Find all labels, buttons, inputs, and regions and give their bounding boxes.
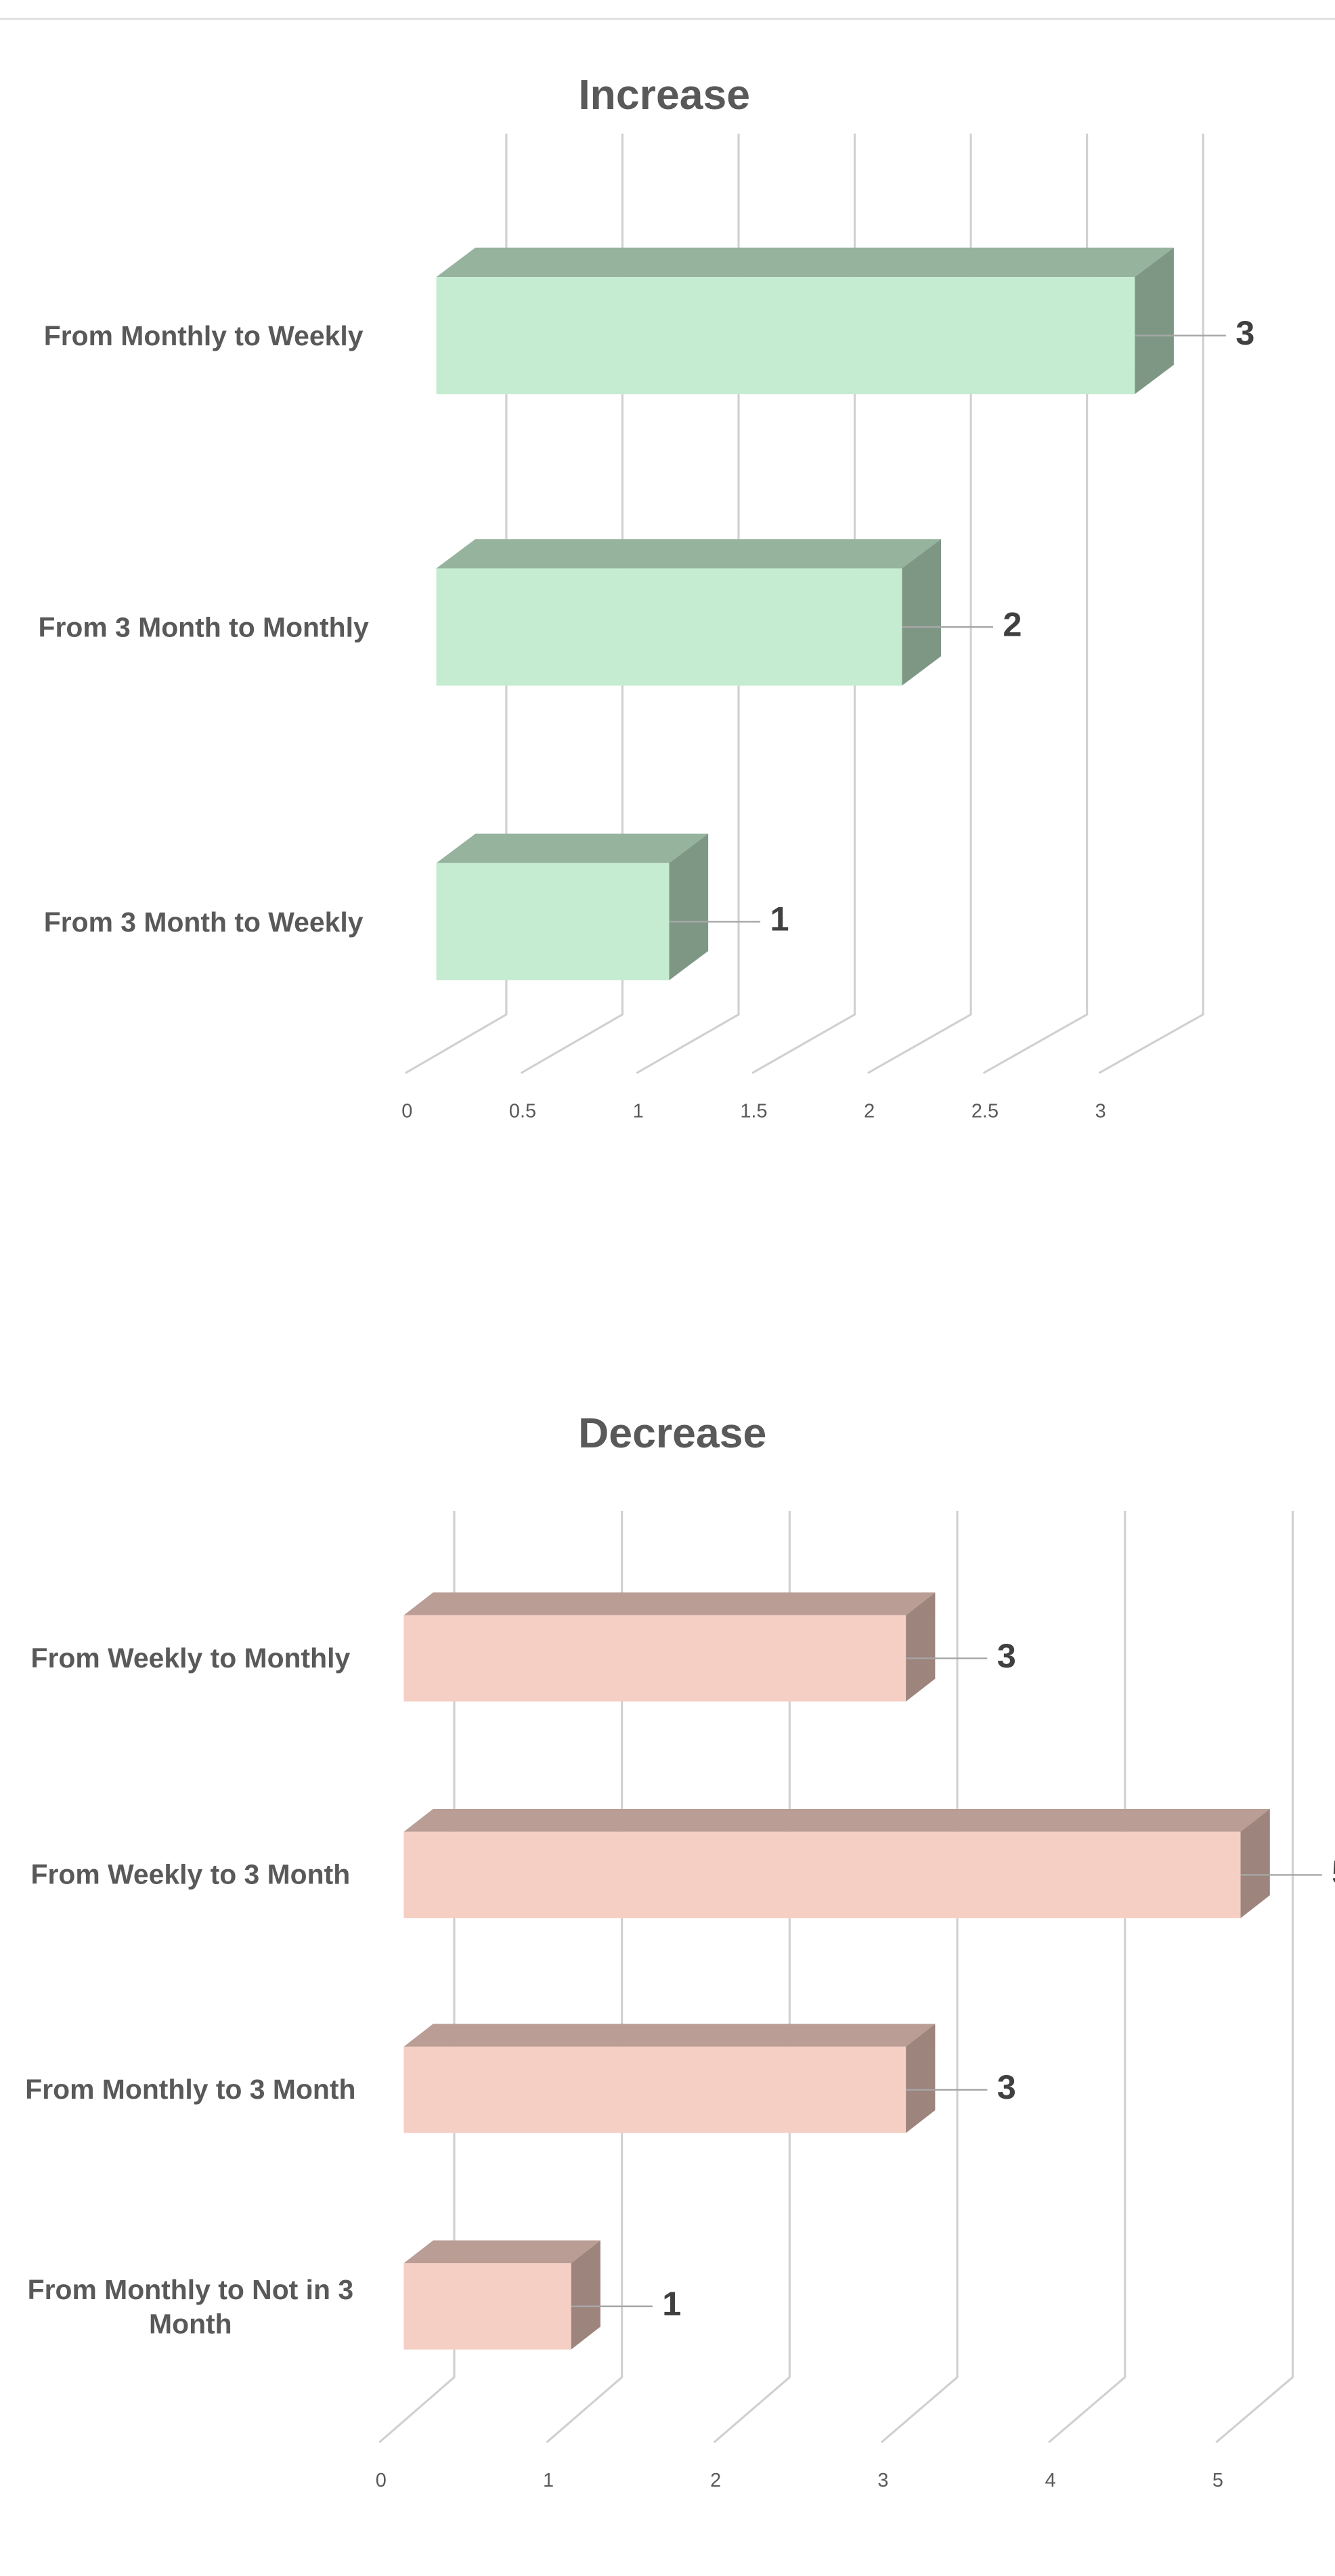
grid-line	[982, 133, 1089, 1074]
bar-top	[403, 1592, 936, 1615]
bar-front	[403, 1831, 1241, 1919]
x-tick-label: 1	[633, 1100, 644, 1122]
grid-line	[636, 133, 740, 1074]
category-label-box: From Monthly to Weekly	[43, 320, 364, 351]
grid-line	[880, 1510, 959, 2443]
category-label-box: From 3 Month to Monthly	[38, 611, 369, 642]
bar-top	[403, 1809, 1270, 1832]
bar-top	[436, 539, 942, 569]
y-tick-label: From Monthly to Not in 3 Month	[27, 2273, 354, 2339]
bar-front	[436, 863, 670, 980]
value-label: 3	[1235, 313, 1254, 352]
y-tick-label: From 3 Month to Monthly	[38, 611, 369, 642]
x-tick-label: 0.5	[509, 1100, 536, 1122]
bar-top	[403, 2240, 600, 2264]
bar-top	[436, 247, 1174, 278]
category-label-box: From Monthly to Not in 3 Month	[27, 2273, 354, 2339]
value-label: 1	[662, 2284, 681, 2323]
x-tick-label: 0	[376, 2470, 387, 2491]
category-label-box: From 3 Month to Weekly	[43, 906, 364, 938]
bar-top	[436, 833, 709, 863]
bar	[403, 2024, 936, 2133]
x-tick-label: 1.5	[740, 1100, 767, 1122]
x-tick-label: 2	[864, 1100, 875, 1122]
bar-side	[906, 1592, 936, 1702]
grid-line	[1048, 1510, 1126, 2443]
x-tick-label: 3	[877, 2470, 888, 2491]
x-tick-label: 2.5	[971, 1100, 999, 1122]
bar-front	[403, 2047, 906, 2133]
y-tick-label: From Weekly to 3 Month	[30, 1859, 351, 1891]
bar-side	[1240, 1809, 1270, 1919]
grid-line	[713, 1510, 791, 2443]
bar-side	[902, 539, 942, 686]
bar-side	[1135, 247, 1174, 395]
bar-top	[403, 2024, 936, 2047]
value-label: 2	[1003, 605, 1022, 643]
grid-line	[546, 1510, 623, 2443]
y-tick-label: From Weekly to Monthly	[30, 1642, 351, 1674]
y-tick-label: From Monthly to Weekly	[43, 320, 364, 351]
grid-line	[867, 133, 972, 1074]
x-tick-label: 2	[710, 2470, 721, 2491]
category-label-box: From Weekly to 3 Month	[30, 1859, 351, 1891]
bar	[403, 2240, 600, 2350]
value-label: 5	[1332, 1853, 1335, 1892]
y-tick-label: From Monthly to 3 Month	[25, 2074, 356, 2105]
category-label-box: From Weekly to Monthly	[30, 1642, 351, 1674]
bar	[403, 1592, 936, 1702]
chart-title: Increase	[578, 71, 750, 118]
category-label-box: From Monthly to 3 Month	[25, 2074, 356, 2105]
bar-front	[403, 2263, 571, 2350]
x-tick-label: 1	[543, 2470, 554, 2491]
bar-side	[571, 2240, 600, 2350]
grid-line	[1098, 133, 1204, 1074]
x-tick-label: 4	[1045, 2470, 1056, 2491]
bar	[403, 1809, 1270, 1919]
bar-side	[906, 2024, 936, 2133]
grid-line	[378, 1510, 456, 2443]
chart-title: Decrease	[578, 1410, 766, 1457]
value-label: 3	[997, 2068, 1016, 2106]
grid-line	[751, 133, 856, 1074]
bar	[436, 539, 942, 686]
bar-side	[669, 833, 709, 980]
y-tick-label: From 3 Month to Weekly	[43, 906, 364, 938]
x-tick-label: 3	[1095, 1100, 1106, 1122]
bar-front	[436, 277, 1135, 395]
bar	[436, 247, 1174, 395]
x-tick-label: 0	[401, 1100, 412, 1122]
grid-line	[1215, 1510, 1294, 2443]
bar	[436, 833, 709, 980]
grid-line	[520, 133, 624, 1074]
x-tick-label: 5	[1212, 2470, 1223, 2491]
value-label: 3	[997, 1636, 1016, 1675]
bar-front	[436, 568, 902, 686]
value-label: 1	[770, 900, 789, 938]
grid-line	[405, 133, 508, 1074]
bar-front	[403, 1615, 906, 1702]
